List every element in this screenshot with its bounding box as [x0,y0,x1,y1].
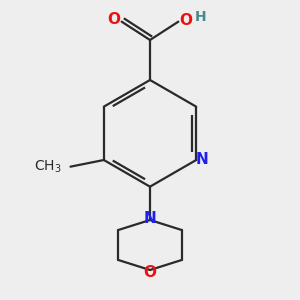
Text: CH$_3$: CH$_3$ [34,158,61,175]
Text: O: O [179,13,192,28]
Text: N: N [144,211,156,226]
Text: O: O [107,13,120,28]
Text: H: H [195,10,207,24]
Text: O: O [143,265,157,280]
Text: N: N [196,152,208,167]
